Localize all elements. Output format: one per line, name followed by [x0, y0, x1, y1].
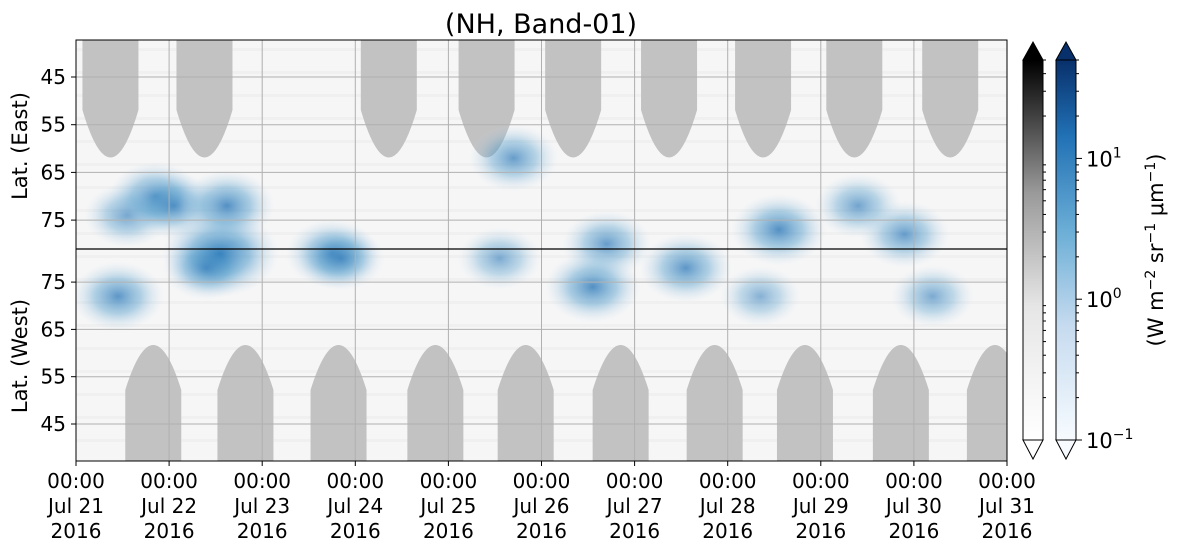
night-mask-layer	[82, 40, 1007, 461]
colorbar-blue-top-arrow-outline	[1055, 40, 1077, 61]
radiance-blob	[468, 124, 559, 192]
x-tick-date: Jul 28	[698, 494, 756, 518]
x-tick-date: Jul 29	[791, 494, 849, 518]
night-mask-east	[360, 40, 417, 158]
night-mask-west	[310, 345, 367, 461]
colorbar-blue	[1055, 40, 1077, 461]
y-tick-label: 55	[41, 113, 66, 137]
colorbar-tick-label: 101	[1086, 145, 1122, 171]
colorbar-grey-bottom-arrow	[1022, 439, 1044, 461]
radiance-blob	[890, 264, 975, 328]
y-tick-label: 75	[41, 270, 66, 294]
x-tick-time: 00:00	[606, 469, 664, 493]
night-mask-east	[922, 40, 979, 158]
radiance-blob	[297, 225, 385, 292]
y-tick-label: 45	[41, 412, 66, 436]
x-tick-year: 2016	[888, 519, 939, 543]
x-tick-year: 2016	[702, 519, 753, 543]
x-tick-time: 00:00	[792, 469, 850, 493]
x-tick-time: 00:00	[233, 469, 291, 493]
x-tick-year: 2016	[51, 519, 102, 543]
radiance-blob	[457, 226, 542, 290]
y-tick-label: 75	[41, 208, 66, 232]
radiance-blob	[814, 173, 902, 239]
x-tick-year: 2016	[982, 519, 1033, 543]
colorbar-tick-label: 10−1	[1086, 427, 1133, 453]
x-tick-year: 2016	[516, 519, 567, 543]
x-tick-year: 2016	[609, 519, 660, 543]
colorbar-grey-body	[1023, 60, 1043, 440]
radiance-blob	[162, 235, 250, 301]
x-tick-time: 00:00	[420, 469, 478, 493]
x-tick-year: 2016	[330, 519, 381, 543]
x-tick-date: Jul 21	[46, 494, 104, 518]
y-label-east: Lat. (East)	[8, 92, 32, 200]
colorbar-blue-body	[1056, 60, 1076, 440]
night-mask-east	[735, 40, 792, 158]
colorbar-grey-top-arrow-outline	[1022, 40, 1044, 61]
night-mask-west	[966, 345, 1007, 461]
x-tick-time: 00:00	[47, 469, 105, 493]
x-tick-year: 2016	[237, 519, 288, 543]
y-label-west: Lat. (West)	[8, 299, 32, 413]
night-mask-west	[872, 345, 929, 461]
x-tick-date: Jul 25	[418, 494, 476, 518]
radiance-blob	[719, 265, 801, 327]
colorbar-blue-top-arrow	[1056, 42, 1076, 60]
y-tick-label: 55	[41, 365, 66, 389]
night-mask-east	[641, 40, 698, 158]
x-tick-year: 2016	[144, 519, 195, 543]
night-mask-west	[407, 345, 464, 461]
colorbar-grey	[1022, 40, 1044, 461]
x-tick-date: Jul 31	[977, 494, 1035, 518]
radiance-blob	[178, 169, 275, 242]
night-mask-west	[125, 345, 182, 461]
chart-title: (NH, Band-01)	[445, 9, 637, 40]
x-tick-time: 00:00	[885, 469, 943, 493]
night-mask-east	[176, 40, 233, 158]
x-tick-year: 2016	[423, 519, 474, 543]
plot-area	[76, 40, 1007, 461]
radiance-blob	[639, 233, 733, 303]
night-mask-west	[686, 345, 743, 461]
x-tick-date: Jul 27	[605, 494, 663, 518]
y-ticks: 45 55 65 75 75 65 55 45	[41, 65, 76, 436]
colorbar-grey-top-arrow	[1023, 42, 1043, 60]
x-tick-date: Jul 24	[325, 494, 383, 518]
y-tick-label: 65	[41, 317, 66, 341]
radiance-blob	[730, 193, 827, 266]
x-tick-time: 00:00	[326, 469, 384, 493]
x-tick-time: 00:00	[978, 469, 1036, 493]
colorbar-ticks: 101 100 10−1	[1043, 59, 1133, 453]
y-tick-label: 45	[41, 65, 66, 89]
radiance-blob	[544, 250, 641, 323]
x-tick-date: Jul 26	[512, 494, 570, 518]
colorbar-label: (W m−2 sr−1 μm−1)	[1143, 154, 1168, 347]
x-tick-date: Jul 30	[884, 494, 942, 518]
x-tick-date: Jul 23	[232, 494, 290, 518]
night-mask-east	[545, 40, 602, 158]
x-tick-year: 2016	[795, 519, 846, 543]
y-tick-label: 65	[41, 160, 66, 184]
colorbar-tick-label: 100	[1086, 286, 1122, 312]
x-tick-time: 00:00	[140, 469, 198, 493]
night-mask-west	[217, 345, 274, 461]
x-tick-time: 00:00	[699, 469, 757, 493]
x-tick-date: Jul 22	[139, 494, 197, 518]
colorbar-blue-bottom-arrow	[1055, 439, 1077, 461]
night-mask-west	[497, 345, 554, 461]
night-mask-west	[776, 345, 833, 461]
night-mask-east	[826, 40, 883, 158]
night-mask-east	[82, 40, 139, 158]
grid-layer	[76, 40, 1007, 461]
radiance-blob	[76, 261, 165, 332]
x-tick-time: 00:00	[513, 469, 571, 493]
